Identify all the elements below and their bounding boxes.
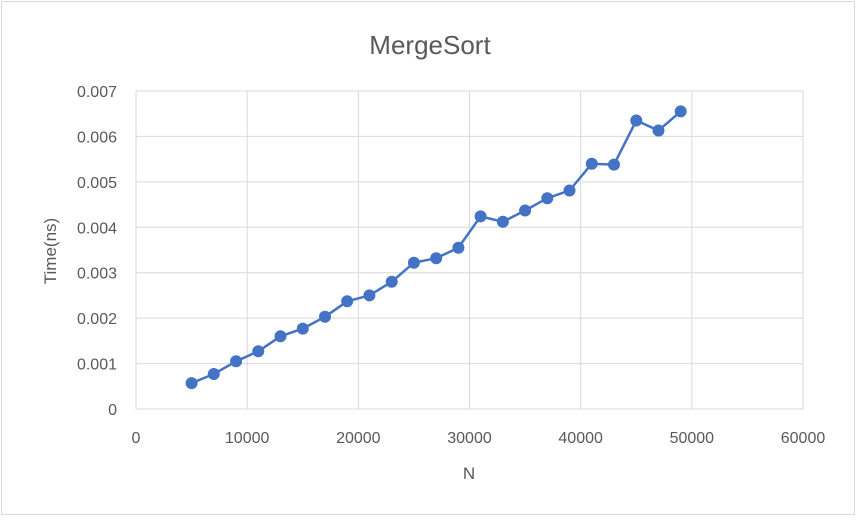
y-tick-label: 0 [108,402,117,419]
grid-layer [135,90,804,410]
data-point [652,124,665,137]
y-tick-label: 0.001 [77,357,117,374]
data-point [207,368,220,380]
series-layer [185,105,687,390]
x-axis-label: N [463,464,475,483]
data-point [230,355,243,368]
x-tick-label: 20000 [336,430,381,447]
tick-label-layer: 0 10000 20000 30000 40000 50000 60000 0 0.001 0.0… [77,84,825,447]
chart-title: MergeSort [369,30,491,60]
y-tick-label: 0.007 [77,84,117,101]
data-point [430,252,443,265]
data-point [185,377,198,390]
data-point [474,210,487,223]
data-point [341,295,354,308]
data-point [563,184,576,197]
data-point [407,256,420,269]
data-point [274,330,287,343]
y-tick-label: 0.006 [77,129,117,146]
series-line [191,110,682,385]
x-tick-label: 50000 [670,430,715,447]
data-point [630,114,643,127]
y-tick-label: 0.005 [77,175,117,192]
x-tick-label: 40000 [558,430,603,447]
data-point [385,275,398,288]
x-tick-label: 60000 [781,430,826,447]
x-tick-label: 30000 [447,430,492,447]
y-tick-label: 0.003 [77,266,117,283]
data-point [608,158,620,171]
y-axis-label: Time(ns) [41,218,60,284]
data-point [519,204,532,217]
data-point [452,241,465,254]
data-point [363,289,376,302]
data-point [496,215,509,228]
x-tick-label: 10000 [225,430,270,447]
data-point [296,322,309,335]
y-tick-label: 0.004 [77,220,117,237]
data-point [541,192,554,205]
data-point [674,105,687,118]
y-tick-label: 0.002 [77,311,117,328]
data-point [585,157,598,170]
data-point [252,345,265,358]
data-point [319,310,331,323]
x-tick-label: 0 [132,430,141,447]
